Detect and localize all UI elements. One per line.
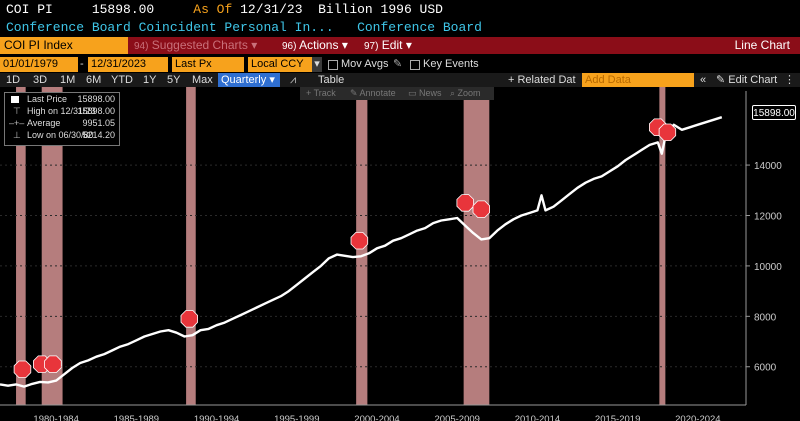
- grid-lines: [0, 164, 746, 368]
- recession-band: [16, 87, 26, 405]
- line-chart[interactable]: 6000 8000 10000 12000 14000 1980-1984 1985-19…: [0, 87, 800, 421]
- recession-marker-icon: [456, 194, 475, 212]
- zoom-tool[interactable]: ⌕ Zoom: [450, 88, 481, 98]
- low-marker-icon: ⊥: [13, 130, 21, 140]
- period-1y-button[interactable]: 1Y: [143, 74, 157, 86]
- x-tick-label: 1995-1999: [274, 414, 319, 421]
- legend-item-low: ⊥ Low on 06/30/80 5214.20: [13, 130, 115, 140]
- recession-marker-icon: [472, 200, 491, 218]
- legend-item-high: ⊤ High on 12/31/23 15898.00: [13, 106, 115, 116]
- control-row: 01/01/1979 - 12/31/2023 Last Px Local CC…: [0, 57, 800, 73]
- collapse-icon[interactable]: «: [700, 74, 707, 86]
- add-data-input[interactable]: Add Data: [582, 73, 694, 87]
- recession-marker-icon: [180, 310, 199, 328]
- related-data-button[interactable]: + Related Dat: [508, 74, 576, 86]
- period-max-button[interactable]: Max: [192, 74, 213, 86]
- recession-marker-icon: [44, 355, 62, 373]
- toolbar-row: 1D 3D 1M 6M YTD 1Y 5Y Max Quarterly ▾ ⩘ …: [0, 73, 800, 87]
- last-value: 15898.00: [91, 2, 155, 17]
- square-icon: [11, 96, 19, 103]
- chevron-down-icon[interactable]: ▾: [312, 57, 322, 72]
- chevron-down-icon: ▾: [269, 74, 275, 86]
- recession-marker-icon: [13, 360, 32, 379]
- x-tick-label: 2015-2019: [595, 414, 640, 421]
- key-events-label: Key Events: [423, 58, 479, 70]
- x-tick-label: 1990-1994: [194, 414, 239, 421]
- average-line-icon: –+–: [9, 118, 25, 128]
- frequency-select[interactable]: Quarterly ▾: [218, 73, 280, 87]
- key-events-checkbox[interactable]: [410, 60, 420, 70]
- actions-menu[interactable]: 96) Actions ▾: [282, 38, 348, 52]
- currency-select[interactable]: Local CCY: [248, 57, 312, 72]
- edit-menu[interactable]: 97) Edit ▾: [364, 38, 412, 52]
- start-date-field[interactable]: 01/01/1979: [0, 57, 78, 72]
- table-button[interactable]: Table: [318, 74, 345, 86]
- last-value-label: 15898.00: [752, 105, 796, 120]
- news-tool[interactable]: ▭ News: [408, 88, 442, 98]
- period-ytd-button[interactable]: YTD: [111, 74, 133, 86]
- edit-chart-button[interactable]: ✎ Edit Chart: [716, 74, 778, 86]
- x-tick-label: 1985-1989: [114, 414, 159, 421]
- settings-icon[interactable]: ⋮: [784, 74, 795, 86]
- security-description: Conference Board Coincident Personal In.…: [6, 20, 334, 35]
- suggested-charts-menu[interactable]: 94) Suggested Charts ▾: [134, 38, 258, 52]
- pencil-icon: ✎: [716, 74, 726, 86]
- period-1d-button[interactable]: 1D: [6, 74, 21, 86]
- chevron-down-icon: ▾: [341, 38, 348, 52]
- asof-date: 12/31/23: [240, 2, 303, 17]
- period-5y-button[interactable]: 5Y: [167, 74, 181, 86]
- recession-marker-icon: [350, 231, 369, 250]
- header-line-2: Conference Board Coincident Personal In.…: [6, 20, 482, 35]
- recession-band: [186, 87, 196, 405]
- x-axis: 1980-1984 1985-1989 1990-1994 1995-1999 2000…: [0, 404, 746, 421]
- legend-item-last-price: Last Price 15898.00: [5, 94, 119, 105]
- x-tick-label: 2005-2009: [435, 414, 480, 421]
- view-title: Line Chart: [734, 38, 790, 52]
- chart-type-icon[interactable]: ⩘: [290, 74, 297, 86]
- period-1m-button[interactable]: 1M: [60, 74, 76, 86]
- field-select[interactable]: Last Px: [172, 57, 244, 72]
- menu-bar: COI PI Index 94) Suggested Charts ▾ 96) …: [0, 37, 800, 54]
- high-marker-icon: ⊤: [13, 106, 21, 116]
- recession-band: [41, 87, 63, 405]
- track-tool[interactable]: + Track: [306, 88, 336, 98]
- recession-band: [463, 87, 490, 405]
- chart-legend[interactable]: Last Price 15898.00 ⊤ High on 12/31/23 158…: [4, 92, 120, 146]
- end-date-field[interactable]: 12/31/2023: [88, 57, 168, 72]
- recession-markers: [13, 118, 677, 379]
- header-line-1: COI PI 15898.00 As Of 12/31/23 Billion 1…: [6, 2, 443, 17]
- x-tick-label: 2010-2014: [515, 414, 560, 421]
- date-range-separator: -: [80, 58, 84, 70]
- chevron-down-icon: ▾: [405, 38, 412, 52]
- legend-item-average: –+– Average 9951.05: [9, 118, 115, 128]
- x-tick-label: 2000-2004: [354, 414, 399, 421]
- source-label: Conference Board: [357, 20, 482, 35]
- y-tick-label: 14000: [754, 161, 782, 172]
- period-6m-button[interactable]: 6M: [86, 74, 102, 86]
- y-tick-label: 6000: [754, 363, 777, 374]
- annotate-tool[interactable]: ✎ Annotate: [350, 88, 396, 98]
- pencil-icon[interactable]: ✎: [393, 58, 403, 70]
- series-line: [0, 116, 723, 388]
- y-axis: 6000 8000 10000 12000 14000: [745, 91, 782, 405]
- x-tick-label: 1980-1984: [33, 414, 78, 421]
- security-input[interactable]: COI PI Index: [0, 37, 128, 54]
- asof-label: As Of: [193, 2, 233, 17]
- mov-avgs-label: Mov Avgs: [341, 58, 389, 70]
- recession-marker-icon: [658, 123, 677, 141]
- y-tick-label: 10000: [754, 262, 782, 273]
- y-tick-label: 12000: [754, 211, 782, 222]
- chart-tools-bar: + Track ✎ Annotate ▭ News ⌕ Zoom: [300, 87, 494, 100]
- period-3d-button[interactable]: 3D: [33, 74, 48, 86]
- chevron-down-icon: ▾: [251, 38, 258, 52]
- mov-avgs-checkbox[interactable]: [328, 60, 338, 70]
- x-tick-label: 2020-2024: [675, 414, 720, 421]
- units-label: Billion 1996 USD: [318, 2, 443, 17]
- y-tick-label: 8000: [754, 312, 777, 323]
- recession-band: [659, 87, 666, 405]
- ticker-label: COI PI: [6, 2, 53, 17]
